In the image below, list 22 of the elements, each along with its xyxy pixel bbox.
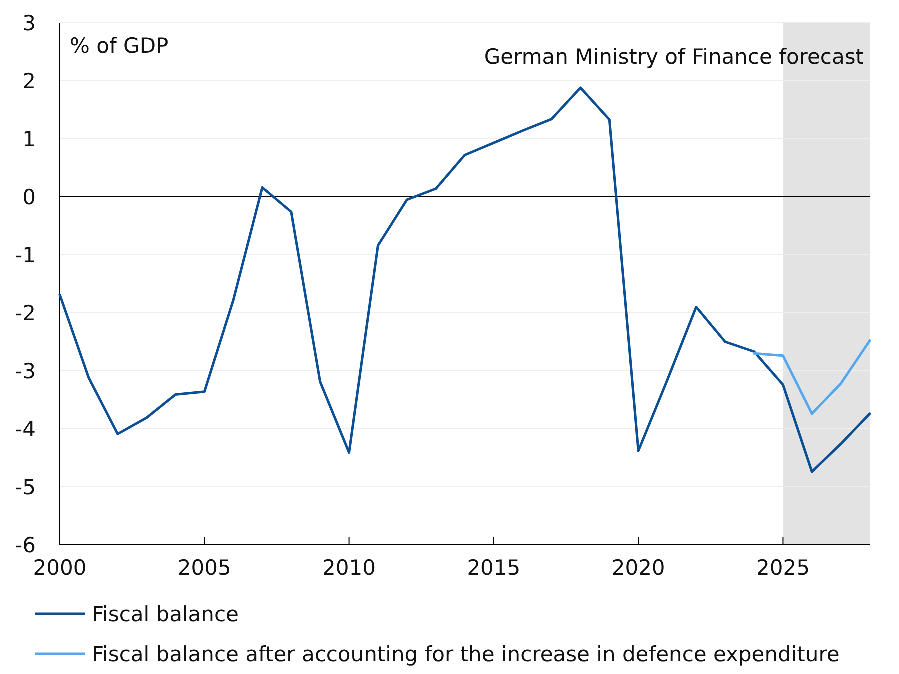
- y-axis-title: % of GDP: [70, 34, 169, 58]
- x-tick-label: 2010: [322, 556, 376, 580]
- y-tick-label: -3: [15, 359, 36, 384]
- y-tick-label: 0: [22, 185, 36, 210]
- x-tick-label: 2000: [33, 556, 87, 580]
- y-tick-label: -1: [15, 243, 36, 268]
- y-tick-label: 3: [22, 11, 36, 36]
- x-tick-label: 2015: [467, 556, 521, 580]
- line-series: [58, 86, 872, 474]
- y-tick-label: -4: [15, 417, 36, 442]
- x-tick-label: 2025: [756, 556, 810, 580]
- x-tick-label: 2005: [178, 556, 232, 580]
- y-tick-label: -2: [15, 301, 36, 326]
- y-tick-label: 1: [22, 127, 36, 152]
- y-tick-label: 2: [22, 69, 36, 94]
- line-series: [753, 340, 872, 416]
- band-label: German Ministry of Finance forecast: [484, 45, 864, 69]
- y-tick-label: -6: [15, 533, 36, 558]
- legend-label: Fiscal balance: [92, 602, 239, 626]
- legend-label: Fiscal balance after accounting for the increase in defence expenditure: [92, 642, 840, 666]
- x-tick-label: 2020: [612, 556, 666, 580]
- y-tick-label: -5: [15, 475, 36, 500]
